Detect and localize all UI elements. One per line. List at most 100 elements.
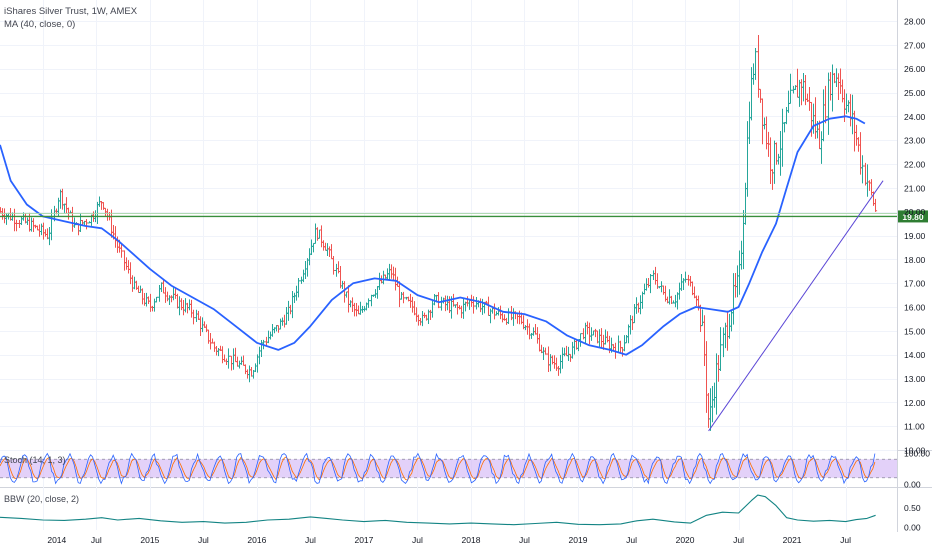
price-bar	[819, 131, 824, 164]
x-tick-label: 2017	[354, 535, 373, 545]
price-bar	[706, 392, 711, 428]
price-bar	[651, 270, 656, 281]
price-bar	[461, 298, 466, 319]
price-bar	[253, 363, 258, 372]
price-bar	[506, 308, 511, 325]
price-tag	[898, 210, 928, 223]
x-tick-label: 2020	[676, 535, 695, 545]
price-bar	[772, 140, 777, 184]
ma-legend: MA (40, close, 0)	[4, 19, 76, 30]
price-bar	[587, 322, 592, 345]
price-bar	[471, 296, 476, 314]
price-bar	[504, 317, 509, 325]
price-bar	[428, 309, 433, 320]
price-bar	[14, 219, 19, 232]
price-bar	[578, 333, 583, 347]
bbw-tick-label: 0.00	[904, 523, 921, 533]
price-bar	[737, 250, 742, 295]
price-bar	[511, 308, 516, 326]
price-bar	[570, 341, 575, 359]
bbw-tick-label: 0.50	[904, 503, 921, 513]
price-bar	[140, 288, 145, 305]
price-bar	[278, 318, 283, 330]
price-bar	[146, 296, 151, 304]
price-bar	[212, 341, 217, 352]
price-bar	[515, 312, 520, 324]
price-bar	[556, 365, 561, 376]
price-bar	[865, 164, 870, 197]
price-bar	[220, 346, 225, 364]
price-bar	[543, 347, 548, 355]
price-bar	[354, 302, 359, 317]
price-bar	[241, 355, 246, 366]
price-bar	[323, 242, 328, 251]
price-bar	[729, 310, 734, 332]
price-bar	[803, 75, 808, 106]
price-bar	[537, 333, 542, 352]
price-bar	[152, 298, 157, 312]
ma-line	[0, 115, 866, 356]
price-bar	[194, 309, 199, 322]
price-bar	[714, 353, 719, 415]
price-bar	[165, 291, 170, 302]
price-bar	[39, 223, 44, 236]
price-bar	[562, 347, 567, 357]
price-bar	[340, 280, 345, 290]
price-bar	[710, 385, 715, 423]
price-bar	[739, 240, 744, 270]
x-tick-label: Jul	[626, 535, 637, 545]
price-bar	[122, 250, 127, 271]
y-tick-label: 21.00	[904, 183, 926, 193]
price-bar	[850, 94, 855, 135]
price-bar	[823, 85, 828, 124]
price-bar	[31, 218, 36, 232]
price-bar	[399, 291, 404, 300]
price-bar	[144, 292, 149, 307]
price-bar	[358, 301, 363, 315]
price-bar	[391, 266, 396, 281]
price-bar	[105, 208, 110, 221]
price-bar	[813, 97, 818, 139]
x-tick-label: 2018	[462, 535, 481, 545]
price-bar	[64, 197, 69, 214]
price-bar	[303, 260, 308, 279]
price-bar	[688, 276, 693, 287]
price-bar	[239, 356, 244, 365]
price-bar	[150, 305, 155, 312]
price-bar	[492, 303, 497, 320]
price-bar	[552, 355, 557, 369]
price-bar	[41, 222, 46, 240]
y-tick-label: 22.00	[904, 160, 926, 170]
y-tick-label: 11.00	[904, 422, 925, 432]
price-bar	[266, 330, 271, 344]
price-bar	[500, 312, 505, 323]
price-bar	[836, 73, 841, 101]
price-bar	[698, 304, 703, 333]
price-bar	[348, 300, 353, 308]
price-bar	[235, 356, 240, 367]
price-bar	[245, 369, 250, 379]
price-bar	[443, 295, 448, 312]
price-bar	[128, 262, 133, 285]
price-tag-label: 19.80	[902, 212, 924, 222]
price-bar	[756, 34, 761, 98]
price-bar	[774, 142, 779, 165]
y-tick-label: 10.00	[904, 446, 926, 456]
y-tick-label: 17.00	[904, 279, 926, 289]
price-bar	[753, 47, 758, 80]
price-bar	[593, 328, 598, 338]
price-bar	[626, 324, 631, 344]
price-bar	[177, 296, 182, 316]
price-bar	[465, 296, 470, 307]
x-tick-label: 2021	[783, 535, 802, 545]
price-bar	[317, 229, 322, 239]
price-bar	[618, 340, 623, 353]
y-tick-label: 24.00	[904, 112, 926, 122]
price-bar	[648, 274, 653, 294]
price-bar	[185, 302, 190, 314]
price-bar	[381, 270, 386, 285]
price-bar	[869, 179, 874, 196]
price-bar	[747, 101, 752, 144]
bbw-label: BBW (20, close, 2)	[4, 494, 80, 504]
